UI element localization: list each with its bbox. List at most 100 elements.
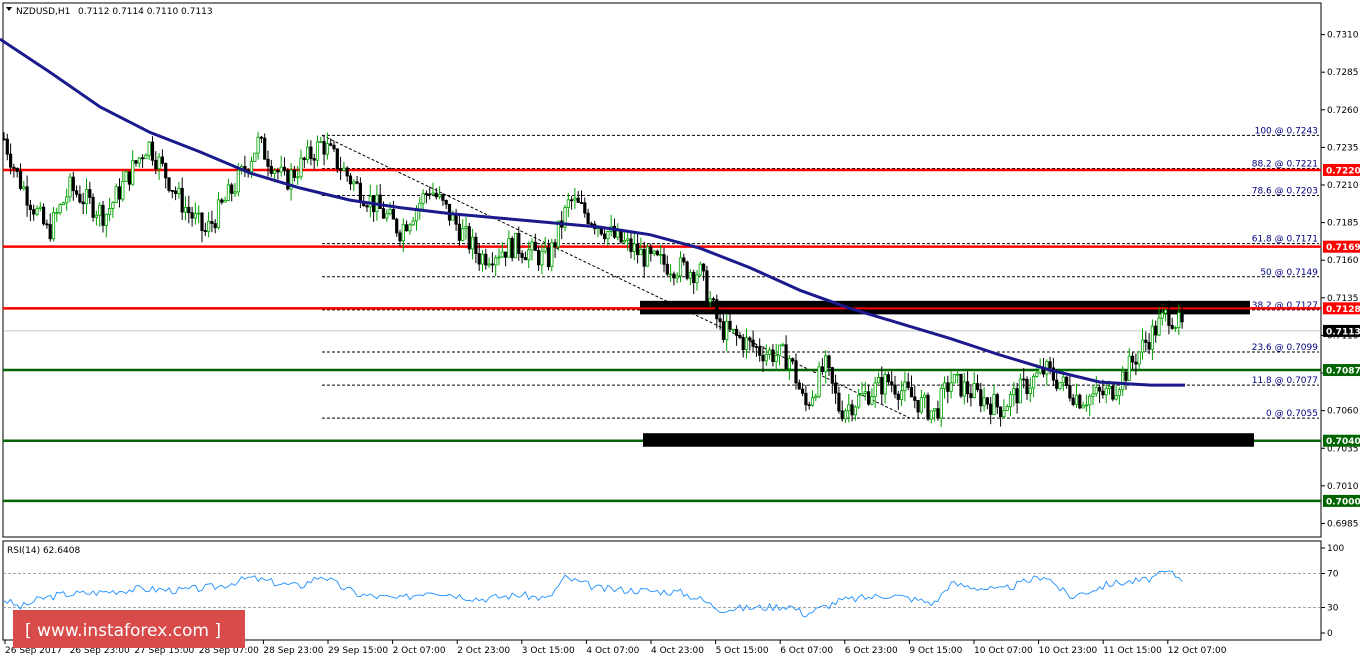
candle-body <box>144 154 148 159</box>
candle-body <box>348 175 353 185</box>
candle-body <box>956 373 960 376</box>
candle-body <box>91 196 95 218</box>
candle-body <box>893 384 897 395</box>
rsi-tick-label: 30 <box>1327 604 1339 614</box>
candle-body <box>1061 376 1065 384</box>
candle-body <box>774 354 778 362</box>
candle-body <box>58 204 62 214</box>
candle-body <box>111 202 115 209</box>
candle-body <box>550 242 554 268</box>
candle-body <box>210 220 214 224</box>
rsi-tick-label: 70 <box>1327 570 1339 580</box>
candle-body <box>1121 371 1125 391</box>
candle-body <box>404 224 409 232</box>
candle-body <box>995 394 999 408</box>
price-tick-label: 0.7310 <box>1327 31 1359 41</box>
resistance-badge <box>1323 240 1360 253</box>
zones-group <box>3 300 1321 447</box>
candle-body <box>302 157 306 160</box>
candle-body <box>385 213 389 219</box>
candle-body <box>989 403 993 415</box>
candle-body <box>1012 388 1016 395</box>
fib-level-label: 38.2 @ 0.7127 <box>1252 301 1318 311</box>
candle-body <box>1048 361 1052 369</box>
candle-body <box>140 157 145 160</box>
candle-body <box>972 383 976 399</box>
candle-body <box>42 206 46 225</box>
candle-body <box>500 251 504 258</box>
candle-body <box>923 394 927 398</box>
candle-body <box>289 169 293 190</box>
candle-body <box>966 381 970 395</box>
support-badge <box>1323 494 1360 507</box>
candle-body <box>533 241 537 251</box>
candle-body <box>319 141 323 143</box>
time-tick-label: 4 Oct 23:00 <box>651 646 704 656</box>
candle-body <box>791 358 795 362</box>
candle-body <box>810 397 815 406</box>
candle-body <box>1015 388 1019 404</box>
time-tick-label: 4 Oct 07:00 <box>586 646 639 656</box>
candle-body <box>797 382 801 390</box>
candle-body <box>1150 325 1154 350</box>
candle-body <box>497 256 501 259</box>
moving-average-line <box>0 37 1185 387</box>
candle-body <box>999 406 1003 418</box>
candle-body <box>127 171 131 185</box>
candle-body <box>88 189 92 198</box>
fib-level-label: 100 @ 0.7243 <box>1255 126 1318 136</box>
candle-body <box>352 181 356 185</box>
candle-body <box>513 233 518 259</box>
candle-body <box>768 349 772 355</box>
candle-body <box>962 381 966 397</box>
candle-body <box>847 404 851 412</box>
candle-body <box>1144 339 1148 343</box>
candle-body <box>748 337 752 341</box>
candle-body <box>982 397 986 407</box>
candle-body <box>51 212 56 240</box>
candle-body <box>395 218 399 234</box>
candle-body <box>1167 309 1171 326</box>
candle-body <box>659 254 663 256</box>
candle-body <box>1101 390 1105 396</box>
candle-body <box>428 193 432 196</box>
candle-body <box>781 344 785 347</box>
candle-body <box>494 257 498 266</box>
candle-body <box>850 404 854 416</box>
candle-body <box>678 257 683 277</box>
candle-body <box>94 214 98 218</box>
price-tick-label: 0.7060 <box>1327 407 1359 417</box>
candle-body <box>903 381 907 392</box>
candle-body <box>206 220 211 232</box>
time-tick-label: 2 Oct 07:00 <box>393 646 446 656</box>
candle-body <box>896 393 900 400</box>
rsi-line <box>3 570 1183 618</box>
candle-body <box>461 228 465 241</box>
candle-body <box>834 382 838 394</box>
candle-body <box>702 263 706 272</box>
candle-body <box>282 166 287 171</box>
candle-body <box>503 251 508 258</box>
price-tick-label: 0.7260 <box>1327 106 1359 116</box>
logo-background <box>13 610 245 648</box>
price-tick-label: 0.7035 <box>1327 444 1359 454</box>
candle-body <box>946 382 950 392</box>
price-tick-label: 0.7210 <box>1327 181 1359 191</box>
candle-body <box>1074 394 1079 406</box>
price-tick-label: 0.7235 <box>1327 143 1359 153</box>
candle-body <box>1134 361 1138 365</box>
time-tick-label: 26 Sep 23:00 <box>70 646 130 656</box>
candle-body <box>824 355 828 372</box>
candle-body <box>1157 317 1161 336</box>
price-axis-group: 0.7310 0.7285 0.7260 0.7235 0.7210 0.7185 0.71… <box>1321 31 1359 529</box>
candle-body <box>101 204 105 226</box>
fib-level-label: 61.8 @ 0.7171 <box>1252 235 1318 245</box>
candle-body <box>688 272 693 279</box>
candle-body <box>312 158 316 161</box>
dropdown-triangle-icon[interactable] <box>6 7 12 11</box>
candle-body <box>484 253 488 266</box>
candle-body <box>890 381 894 386</box>
candle-body <box>401 224 405 242</box>
candle-body <box>926 394 930 420</box>
candle-body <box>725 320 729 340</box>
